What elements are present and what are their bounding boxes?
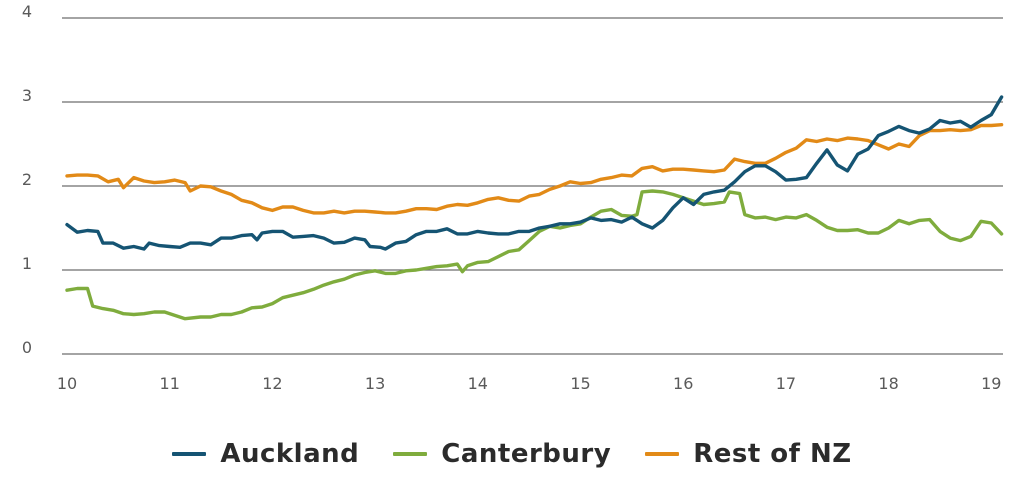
x-tick-label: 18 xyxy=(878,374,898,393)
series-lines xyxy=(65,95,1004,321)
legend-item-auckland: Auckland xyxy=(172,439,359,469)
legend-item-canterbury: Canterbury xyxy=(393,439,611,469)
legend-swatch-rest-of-nz xyxy=(645,452,680,456)
gridlines xyxy=(62,17,1003,355)
x-axis-ticks: 10 11 12 13 14 15 16 17 18 19 xyxy=(57,374,1002,393)
legend: Auckland Canterbury Rest of NZ xyxy=(0,432,1024,476)
legend-label-auckland: Auckland xyxy=(220,439,360,469)
y-tick-label: 0 xyxy=(22,338,32,357)
x-tick-label: 11 xyxy=(160,374,180,393)
y-tick-label: 3 xyxy=(22,86,32,105)
series-line-canterbury xyxy=(65,189,1004,321)
x-tick-label: 15 xyxy=(570,374,590,393)
series-line-auckland xyxy=(65,95,1004,251)
y-tick-label: 2 xyxy=(22,170,32,189)
x-tick-label: 14 xyxy=(468,374,488,393)
x-tick-label: 12 xyxy=(262,374,282,393)
series-line-rest-of-nz xyxy=(65,123,1004,215)
legend-label-rest-of-nz: Rest of NZ xyxy=(693,439,852,469)
legend-swatch-auckland xyxy=(172,452,207,456)
y-tick-label: 1 xyxy=(22,254,32,273)
legend-label-canterbury: Canterbury xyxy=(441,439,612,469)
x-tick-label: 16 xyxy=(673,374,693,393)
y-tick-label: 4 xyxy=(22,2,32,21)
legend-swatch-canterbury xyxy=(393,452,428,456)
x-tick-label: 13 xyxy=(365,374,385,393)
x-tick-label: 19 xyxy=(981,374,1001,393)
x-tick-label: 10 xyxy=(57,374,77,393)
legend-item-rest-of-nz: Rest of NZ xyxy=(645,439,851,469)
y-axis-ticks: 0 1 2 3 4 xyxy=(22,2,32,357)
x-tick-label: 17 xyxy=(776,374,796,393)
